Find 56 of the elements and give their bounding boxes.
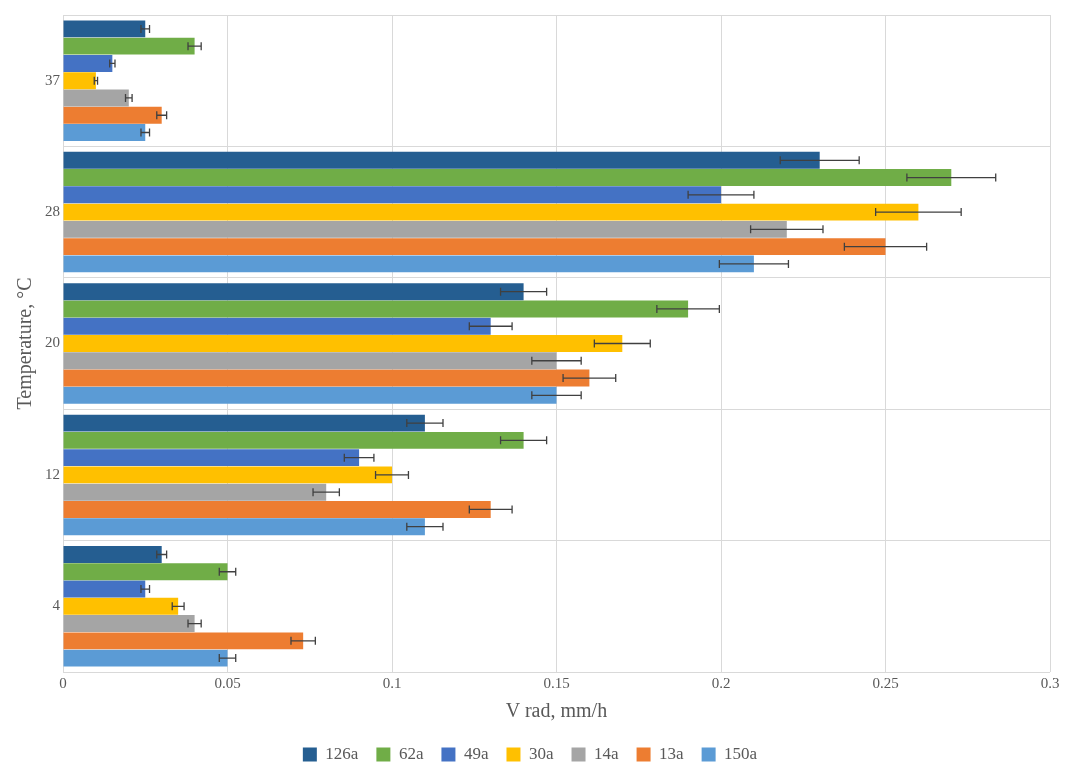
bar — [63, 615, 195, 633]
bar — [63, 20, 146, 38]
bar — [63, 386, 557, 404]
x-tick-label: 0 — [59, 674, 67, 691]
y-axis-title: Temperature, °C — [13, 277, 37, 410]
bar — [63, 414, 425, 432]
legend-label: 126a — [325, 743, 359, 763]
bar — [63, 124, 146, 141]
x-tick-label: 0.25 — [872, 674, 899, 691]
bar — [63, 37, 195, 55]
bar — [63, 106, 162, 124]
bar — [63, 283, 524, 301]
bar — [63, 632, 304, 650]
bar — [63, 369, 590, 387]
bar — [63, 649, 228, 667]
bar — [63, 203, 919, 221]
bar — [63, 546, 162, 563]
legend-label: 62a — [398, 743, 424, 763]
legend-label: 14a — [594, 743, 620, 763]
bar — [63, 169, 952, 187]
bar — [63, 449, 360, 467]
x-tick-label: 0.05 — [214, 674, 241, 691]
x-tick-label: 0.15 — [543, 674, 570, 691]
bar — [63, 352, 557, 370]
legend-label: 150a — [724, 743, 758, 763]
legend-label: 13a — [659, 743, 685, 763]
bar — [63, 483, 327, 501]
y-tick-label: 12 — [45, 465, 60, 482]
bar — [63, 238, 886, 256]
bar — [63, 186, 721, 204]
bar — [63, 335, 623, 352]
bar — [63, 500, 491, 518]
bar — [63, 466, 392, 484]
bar — [63, 255, 754, 273]
bar — [63, 89, 129, 107]
y-tick-label: 37 — [45, 71, 61, 88]
legend-label: 30a — [528, 743, 554, 763]
x-axis-title: V rad, mm/h — [505, 699, 608, 722]
bar — [63, 317, 491, 335]
bar — [63, 597, 179, 615]
x-tick-label: 0.3 — [1040, 674, 1060, 691]
bar — [63, 580, 146, 598]
legend-label: 49a — [463, 743, 489, 763]
y-tick-label: 4 — [52, 597, 61, 614]
bar — [63, 563, 228, 581]
bar — [63, 431, 524, 449]
bar — [63, 220, 787, 238]
y-tick-label: 20 — [45, 334, 60, 351]
y-tick-label: 28 — [45, 203, 60, 220]
bar — [63, 54, 113, 72]
bar — [63, 518, 425, 536]
bar — [63, 300, 689, 318]
bar — [63, 72, 96, 90]
bar — [63, 151, 820, 169]
x-tick-label: 0.2 — [711, 674, 731, 691]
x-tick-label: 0.1 — [382, 674, 402, 691]
